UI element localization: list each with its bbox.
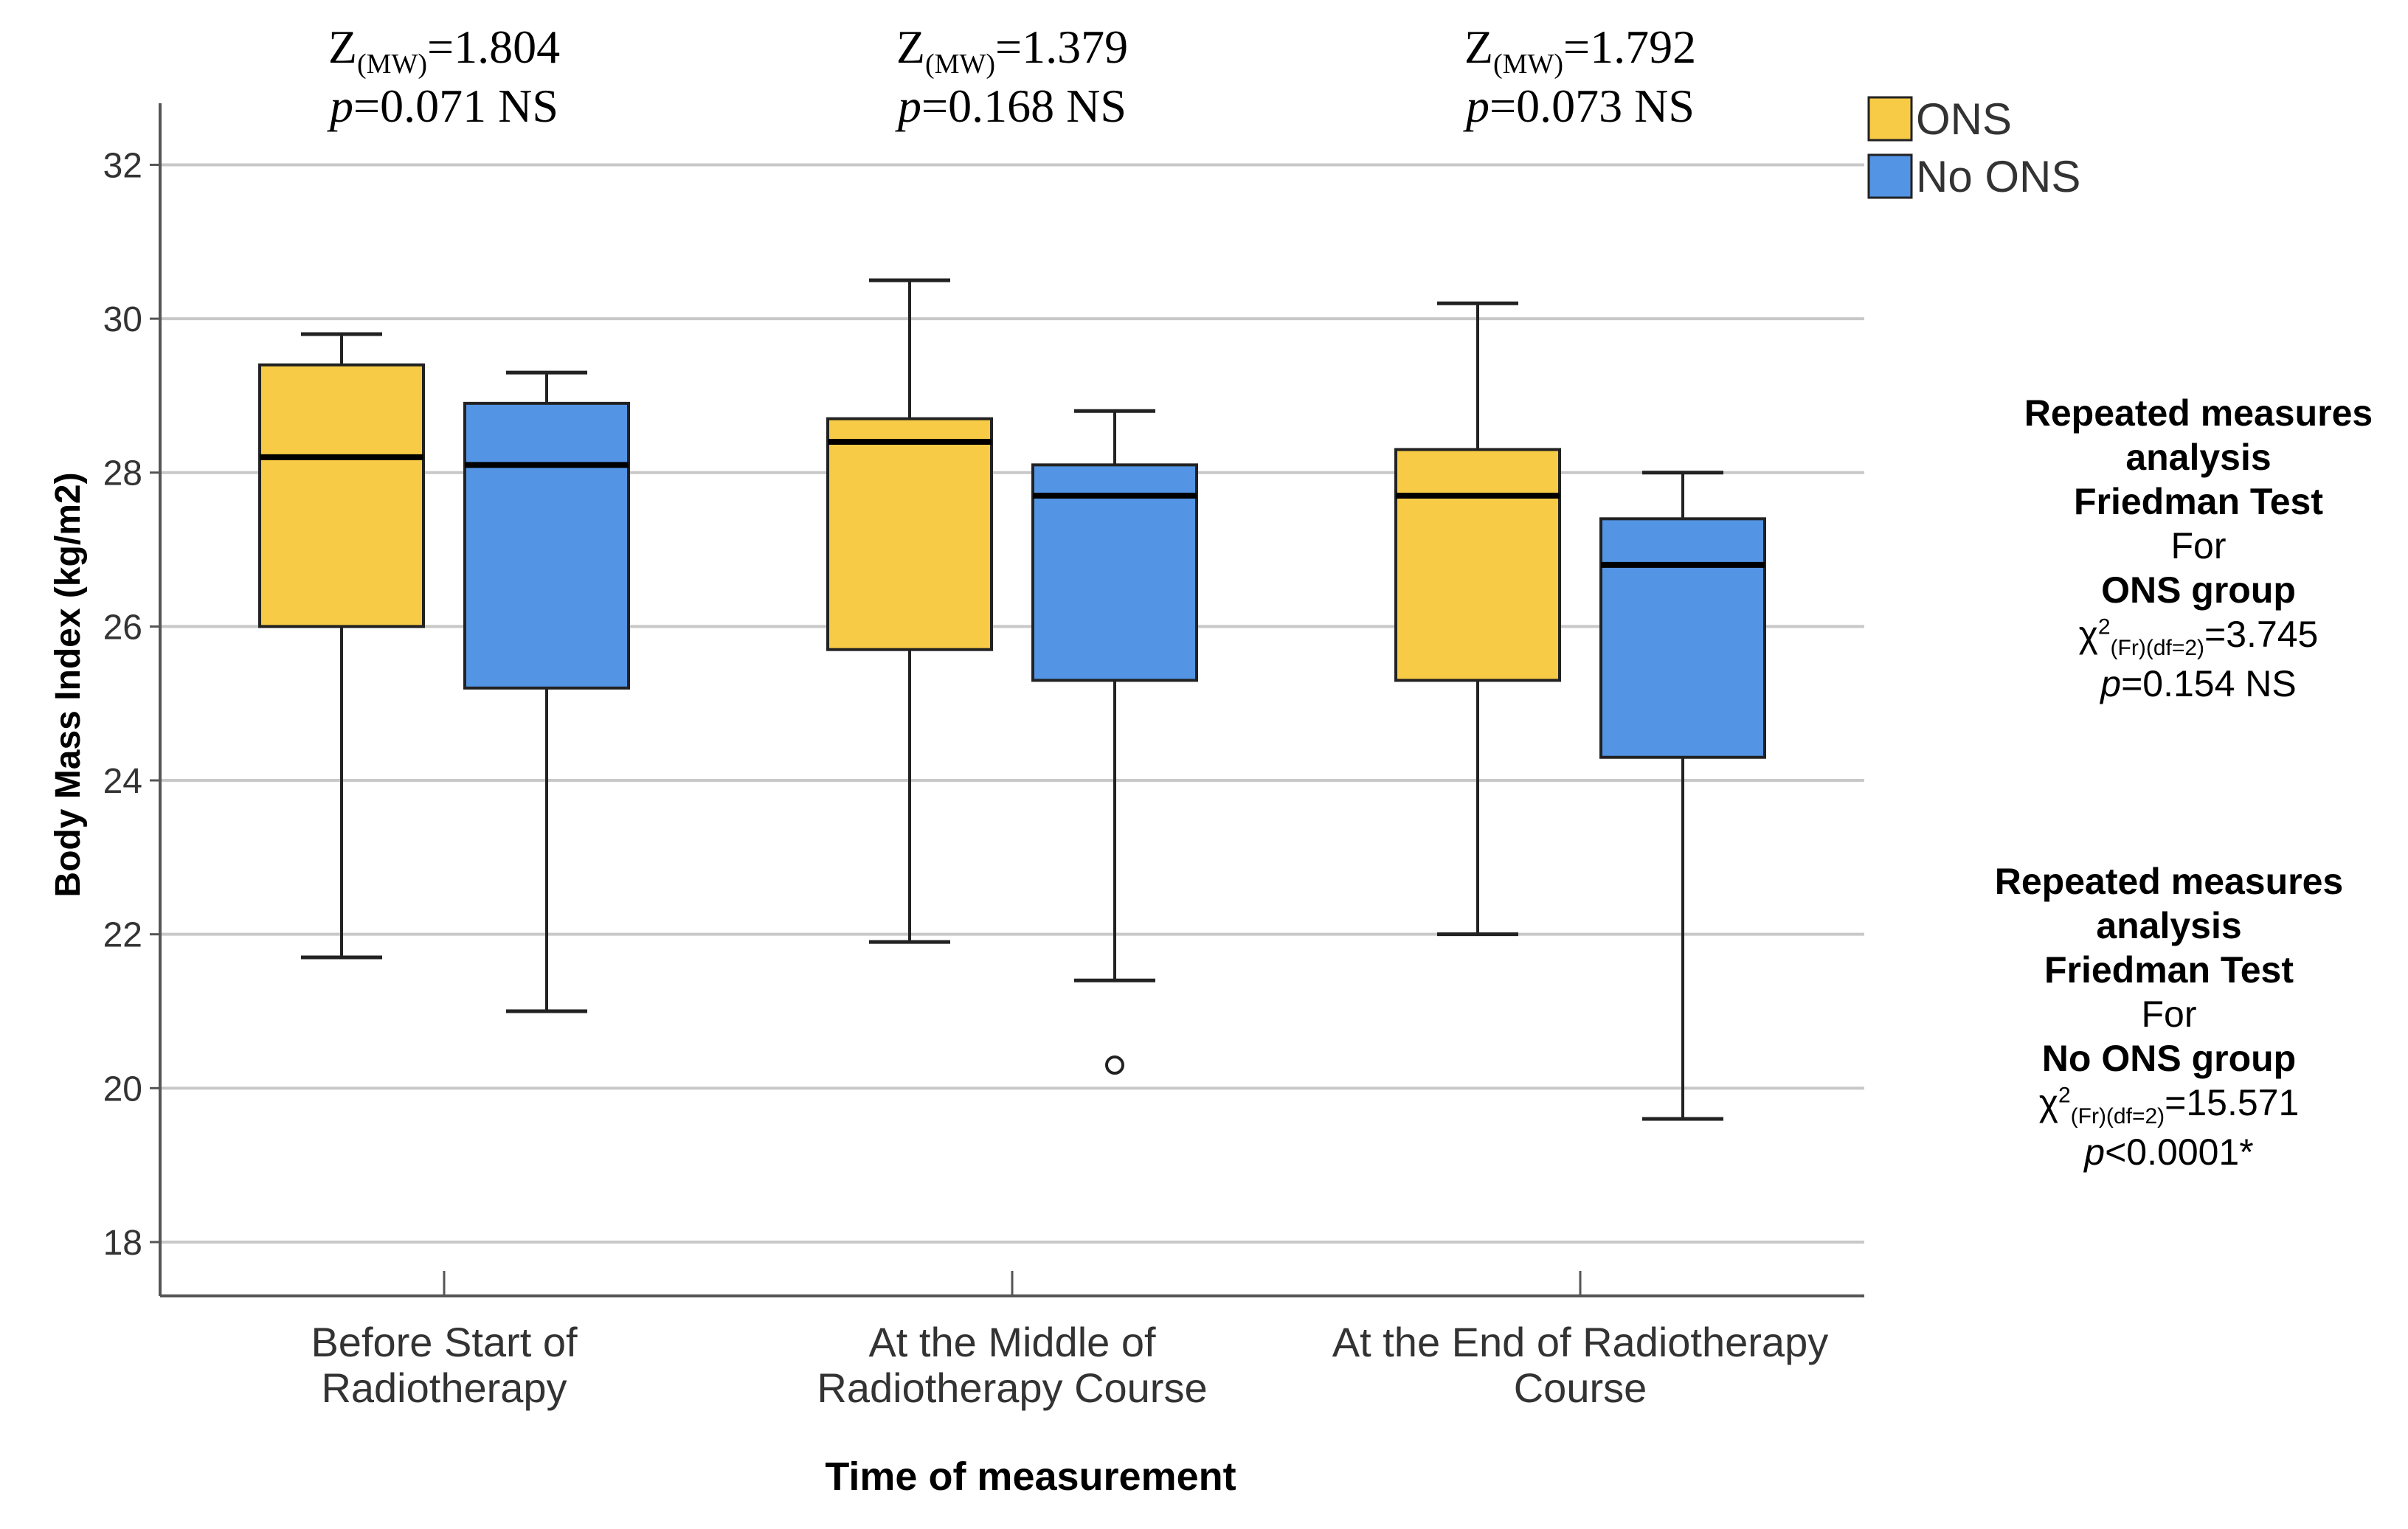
box-iqr xyxy=(463,401,630,690)
outlier-point xyxy=(1105,1055,1124,1075)
mann-whitney-z: Z(MW)=1.804 xyxy=(328,21,560,80)
x-tick-label-line: Course xyxy=(1514,1365,1647,1411)
note-title-line: Repeated measures xyxy=(2024,392,2373,434)
p-value: =0.073 NS xyxy=(1490,80,1695,132)
chi-symbol: χ xyxy=(2038,1082,2058,1123)
p-value: =0.168 NS xyxy=(921,80,1127,132)
y-tick-label: 26 xyxy=(103,608,142,647)
legend-swatch xyxy=(1867,96,1913,142)
gridlines xyxy=(160,163,1864,1244)
note-title-line: Repeated measures xyxy=(1994,861,2344,902)
chi-sub: (Fr)(df=2) xyxy=(2110,636,2205,660)
legend-label: No ONS xyxy=(1916,152,2080,201)
box-iqr xyxy=(1599,517,1766,759)
y-tick-label: 30 xyxy=(103,300,142,339)
z-value: =1.792 xyxy=(1563,21,1696,73)
box-iqr xyxy=(826,417,993,651)
z-value: =1.379 xyxy=(995,21,1128,73)
p-symbol: p xyxy=(895,80,921,132)
chi-sup: 2 xyxy=(2097,614,2111,639)
y-ticks: 18 20 22 24 26 28 30 32 xyxy=(103,146,160,1263)
mann-whitney-p: p=0.071 NS xyxy=(327,80,558,132)
z-subscript: (MW) xyxy=(1493,49,1563,80)
note-title-line: Friedman Test xyxy=(2044,949,2294,991)
x-tick-label: At the End of Radiotherapy Course xyxy=(1332,1319,1828,1411)
chi-value: =15.571 xyxy=(2165,1082,2300,1123)
box-no-ons xyxy=(1599,471,1766,1121)
y-tick-label: 28 xyxy=(103,454,142,493)
x-axis-title: Time of measurement xyxy=(825,1455,1236,1499)
mann-whitney-z: Z(MW)=1.379 xyxy=(896,21,1128,80)
friedman-no-ons-note: Repeated measures analysis Friedman Test… xyxy=(1962,859,2376,1174)
z-symbol: Z xyxy=(328,21,357,73)
p-symbol: p xyxy=(327,80,353,132)
box-iqr xyxy=(1394,448,1561,682)
note-p-value: p=0.154 NS xyxy=(1992,662,2405,706)
x-tick-label-line: At the Middle of xyxy=(868,1319,1156,1365)
z-value: =1.804 xyxy=(427,21,560,73)
box-series xyxy=(258,278,1766,1121)
p-value: =0.154 NS xyxy=(2121,663,2297,704)
note-for: For xyxy=(2141,994,2197,1035)
z-symbol: Z xyxy=(1464,21,1493,73)
box-iqr xyxy=(1031,463,1198,682)
note-chi-square: χ2(Fr)(df=2)=3.745 xyxy=(1992,612,2405,662)
box-no-ons xyxy=(1031,409,1198,1075)
note-title-line: analysis xyxy=(2125,437,2272,478)
z-symbol: Z xyxy=(896,21,925,73)
z-subscript: (MW) xyxy=(357,49,427,80)
legend-swatch xyxy=(1867,153,1913,199)
x-tick-label-line: At the End of Radiotherapy xyxy=(1332,1319,1828,1365)
box-ons xyxy=(826,278,993,944)
mann-whitney-z: Z(MW)=1.792 xyxy=(1464,21,1696,80)
x-tick-label: Before Start of Radiotherapy xyxy=(311,1319,578,1411)
z-subscript: (MW) xyxy=(925,49,995,80)
note-chi-square: χ2(Fr)(df=2)=15.571 xyxy=(1962,1081,2376,1130)
chi-value: =3.745 xyxy=(2204,614,2319,655)
x-tick-label-line: Radiotherapy xyxy=(321,1365,567,1411)
note-p-value: p<0.0001* xyxy=(1962,1130,2376,1174)
legend-label: ONS xyxy=(1916,94,2012,144)
box-ons xyxy=(258,332,425,960)
box-iqr xyxy=(258,363,425,628)
legend: ONS No ONS xyxy=(1867,94,2080,201)
x-tick-label-line: Radiotherapy Course xyxy=(817,1365,1207,1411)
y-tick-label: 24 xyxy=(103,762,142,801)
mann-whitney-p: p=0.073 NS xyxy=(1463,80,1695,132)
x-ticks: Before Start of Radiotherapy At the Middle… xyxy=(311,1271,1828,1411)
friedman-ons-note: Repeated measures analysis Friedman Test… xyxy=(1992,391,2405,706)
note-group: No ONS group xyxy=(2041,1038,2297,1079)
chi-sup: 2 xyxy=(2058,1083,2071,1108)
y-tick-label: 32 xyxy=(103,146,142,185)
p-symbol: p xyxy=(1463,80,1490,132)
chi-sub: (Fr)(df=2) xyxy=(2070,1104,2165,1128)
y-tick-label: 20 xyxy=(103,1069,142,1109)
note-title-line: analysis xyxy=(2096,905,2242,946)
y-tick-label: 22 xyxy=(103,916,142,955)
x-tick-label: At the Middle of Radiotherapy Course xyxy=(817,1319,1207,1411)
box-no-ons xyxy=(463,370,630,1013)
box-ons xyxy=(1394,301,1561,937)
p-label: p xyxy=(2100,663,2122,704)
p-value: =0.071 NS xyxy=(353,80,558,132)
p-value: <0.0001* xyxy=(2105,1131,2254,1173)
chi-symbol: χ xyxy=(2078,614,2098,655)
note-for: For xyxy=(2170,525,2227,566)
x-tick-label-line: Before Start of xyxy=(311,1319,578,1365)
y-axis-title: Body Mass Index (kg/m2) xyxy=(49,472,88,897)
mann-whitney-p: p=0.168 NS xyxy=(895,80,1127,132)
note-title-line: Friedman Test xyxy=(2073,481,2324,522)
p-label: p xyxy=(2084,1131,2106,1173)
note-group: ONS group xyxy=(2101,569,2296,611)
y-tick-label: 18 xyxy=(103,1224,142,1263)
